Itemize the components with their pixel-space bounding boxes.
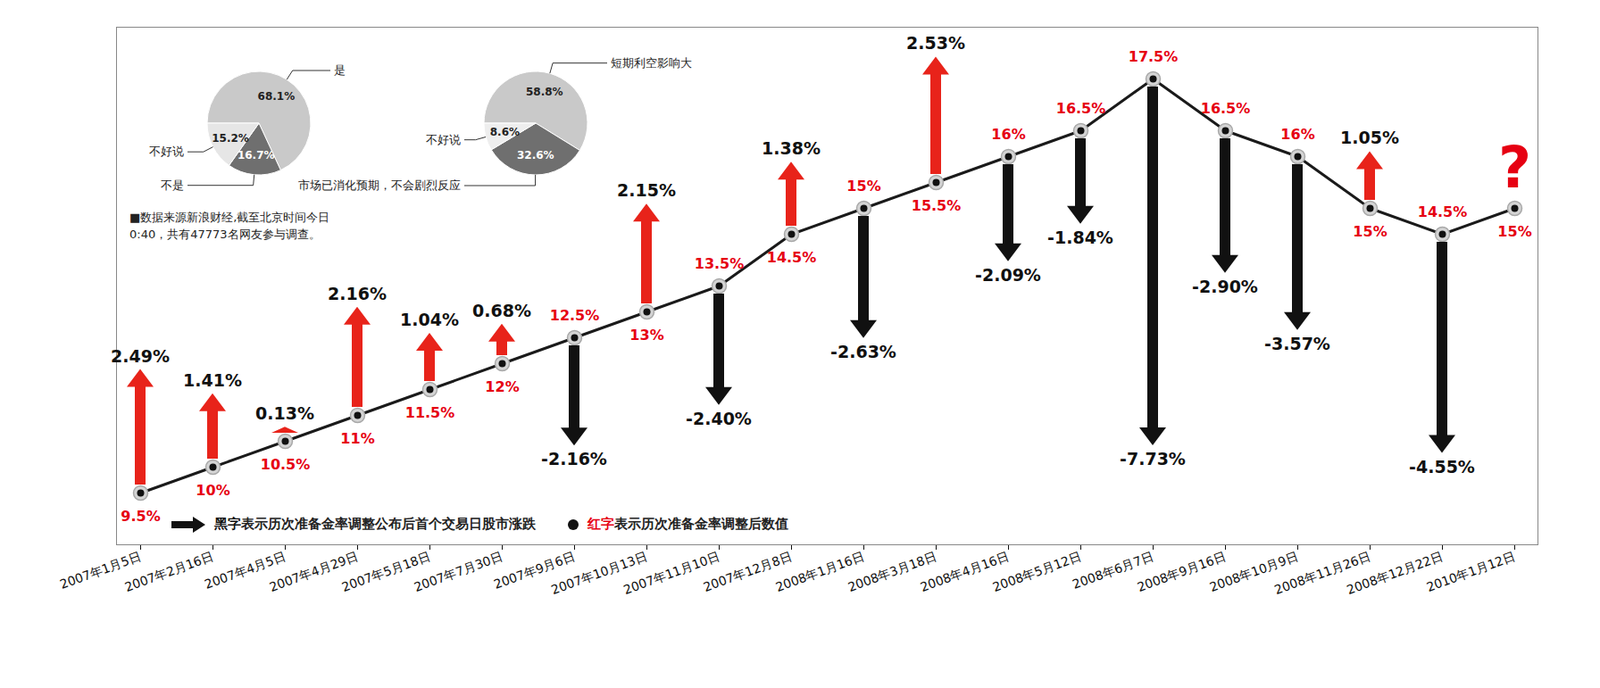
svg-text:市场已消化预期，不会剧烈反应: 市场已消化预期，不会剧烈反应 [298,178,461,192]
svg-text:2.16%: 2.16% [327,283,387,304]
svg-text:-1.84%: -1.84% [1047,227,1114,248]
svg-text:16%: 16% [1280,125,1315,143]
html-text:黑字表示历次准备金率调整公布后首个交易日股市涨跌: 黑字表示历次准备金率调整公布后首个交易日股市涨跌 [214,516,536,533]
svg-text:2007年1月5日: 2007年1月5日 [57,549,143,592]
svg-text:-2.40%: -2.40% [685,408,752,429]
svg-text:-2.90%: -2.90% [1191,276,1259,297]
svg-text:14.5%: 14.5% [766,249,817,267]
svg-text:-4.55%: -4.55% [1408,457,1475,477]
svg-text:15.5%: 15.5% [911,197,962,215]
svg-text:2007年5月18日: 2007年5月18日 [339,549,433,595]
svg-text:1.38%: 1.38% [761,138,821,159]
svg-text:16.7%: 16.7% [237,149,275,162]
svg-text:不好说: 不好说 [425,133,461,147]
svg-text:16.5%: 16.5% [1200,100,1251,117]
svg-text:17.5%: 17.5% [1128,48,1179,66]
svg-text:16.5%: 16.5% [1056,100,1107,117]
svg-text:短期利空影响大: 短期利空影响大 [610,56,692,70]
svg-text:2008年1月16日: 2008年1月16日 [773,549,867,595]
svg-text:9.5%: 9.5% [120,508,160,525]
svg-text:2007年2月16日: 2007年2月16日 [123,549,217,595]
svg-text:0.68%: 0.68% [472,300,532,321]
svg-text:2008年3月18日: 2008年3月18日 [845,549,939,595]
svg-text:2.15%: 2.15% [616,180,676,200]
svg-text:68.1%: 68.1% [258,90,296,103]
svg-text:2007年4月29日: 2007年4月29日 [267,549,360,595]
svg-text:14.5%: 14.5% [1417,203,1468,221]
svg-text:1.04%: 1.04% [400,309,459,330]
svg-text:32.6%: 32.6% [516,149,555,162]
svg-text:-2.16%: -2.16% [541,449,608,469]
svg-text:?: ? [1498,134,1532,201]
svg-text:2007年4月5日: 2007年4月5日 [202,549,288,592]
svg-text:2.53%: 2.53% [906,33,966,53]
svg-text:2.49%: 2.49% [110,346,170,367]
svg-text:2008年9月16日: 2008年9月16日 [1135,549,1228,595]
svg-text:0.13%: 0.13% [255,403,315,424]
svg-text:2007年9月6日: 2007年9月6日 [491,549,577,592]
svg-text:-3.57%: -3.57% [1264,333,1331,354]
svg-text:1.41%: 1.41% [183,370,242,391]
svg-text:2008年6月7日: 2008年6月7日 [1070,549,1156,592]
svg-text:1.05%: 1.05% [1340,127,1400,148]
svg-text:15%: 15% [1352,223,1387,241]
svg-text:-7.73%: -7.73% [1119,449,1186,469]
svg-text:13%: 13% [629,326,664,344]
svg-text:13.5%: 13.5% [694,255,745,273]
svg-text:15%: 15% [1497,223,1532,241]
svg-text:2007年11月10日: 2007年11月10日 [621,549,722,598]
svg-text:58.8%: 58.8% [525,85,564,99]
svg-text:12.5%: 12.5% [550,307,600,325]
html-text:■数据来源新浪财经,截至北京时间今日0:40，共有47773: ■数据来源新浪财经,截至北京时间今日0:40，共有47773名网友参与调查。 [129,210,330,241]
svg-text:12%: 12% [484,378,519,396]
svg-text:2007年12月8日: 2007年12月8日 [701,549,794,595]
svg-text:15%: 15% [846,177,881,195]
svg-text:不是: 不是 [160,178,184,192]
svg-text:10%: 10% [195,482,230,500]
svg-text:11.5%: 11.5% [405,404,456,422]
svg-text:2007年10月13日: 2007年10月13日 [549,549,650,598]
svg-text:11%: 11% [340,430,375,448]
html-text:红字表示历次准备金率调整后数值: 红字表示历次准备金率调整后数值 [587,516,789,533]
svg-text:-2.63%: -2.63% [830,341,897,362]
svg-text:10.5%: 10.5% [260,456,311,474]
svg-text:-2.09%: -2.09% [975,265,1042,285]
svg-text:16%: 16% [991,125,1025,143]
svg-text:2007年7月30日: 2007年7月30日 [412,549,506,595]
svg-text:不好说: 不好说 [149,144,184,159]
svg-text:2008年11月26日: 2008年11月26日 [1272,549,1373,598]
svg-text:15.2%: 15.2% [211,132,250,145]
svg-text:2010年1月12日: 2010年1月12日 [1425,549,1518,595]
svg-text:2008年5月12日: 2008年5月12日 [991,549,1084,595]
svg-text:2008年10月9日: 2008年10月9日 [1207,549,1301,595]
svg-text:2008年12月22日: 2008年12月22日 [1344,549,1445,598]
svg-text:8.6%: 8.6% [490,125,520,139]
svg-text:2008年4月16日: 2008年4月16日 [918,549,1011,595]
svg-text:是: 是 [333,63,346,77]
